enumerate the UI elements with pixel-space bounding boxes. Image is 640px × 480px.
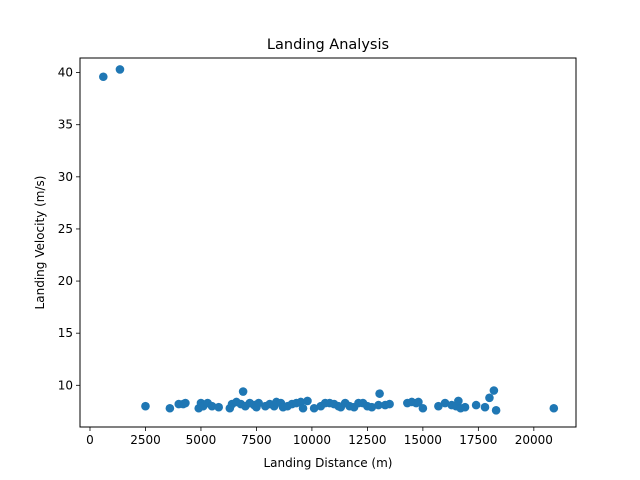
- y-tick-label: 40: [58, 66, 73, 80]
- data-point: [460, 402, 470, 412]
- data-point: [385, 399, 394, 409]
- data-point: [454, 396, 463, 406]
- y-tick-label: 35: [58, 118, 73, 132]
- data-point: [214, 402, 223, 412]
- x-tick-label: 17500: [459, 433, 497, 447]
- chart-title: Landing Analysis: [267, 37, 389, 53]
- x-tick-label: 15000: [404, 433, 442, 447]
- data-point: [303, 396, 312, 406]
- y-axis-ticks: 10 15 20 25 30 35 40: [58, 66, 80, 392]
- data-point: [471, 400, 481, 410]
- x-tick-label: 10000: [293, 433, 331, 447]
- data-point: [374, 400, 383, 410]
- data-point: [238, 387, 248, 396]
- data-point: [178, 399, 188, 409]
- y-tick-label: 30: [58, 170, 73, 184]
- data-point: [440, 398, 450, 408]
- data-point: [254, 398, 263, 408]
- data-point: [207, 401, 217, 411]
- data-point: [489, 386, 499, 395]
- data-point: [375, 389, 384, 398]
- data-point: [418, 403, 428, 413]
- data-point: [298, 403, 308, 413]
- y-tick-label: 20: [58, 274, 73, 288]
- data-point: [165, 403, 175, 413]
- y-tick-label: 15: [58, 326, 73, 340]
- data-point: [480, 402, 490, 412]
- data-point: [99, 72, 108, 82]
- x-tick-label: 2500: [130, 433, 161, 447]
- data-point: [367, 402, 377, 412]
- y-axis-label: Landing Velocity (m/s): [33, 176, 47, 310]
- x-axis-ticks: 0 2500 5000 7500 10000 12500 15000 17500 20000: [86, 427, 553, 447]
- x-tick-label: 5000: [186, 433, 217, 447]
- data-point: [141, 401, 150, 411]
- x-tick-label: 20000: [515, 433, 553, 447]
- x-axis-label: Landing Distance (m): [264, 456, 393, 470]
- x-tick-label: 12500: [348, 433, 386, 447]
- x-tick-label: 7500: [241, 433, 272, 447]
- y-tick-label: 10: [58, 378, 73, 392]
- data-point: [414, 397, 423, 407]
- plot-frame: [79, 57, 577, 428]
- y-tick-label: 25: [58, 222, 73, 236]
- data-point: [491, 406, 501, 415]
- scatter-points: [99, 65, 559, 415]
- data-point: [485, 393, 494, 403]
- data-point: [309, 403, 319, 413]
- data-point: [115, 65, 125, 74]
- data-point: [434, 401, 443, 411]
- data-point: [549, 403, 559, 413]
- x-tick-label: 0: [86, 433, 94, 447]
